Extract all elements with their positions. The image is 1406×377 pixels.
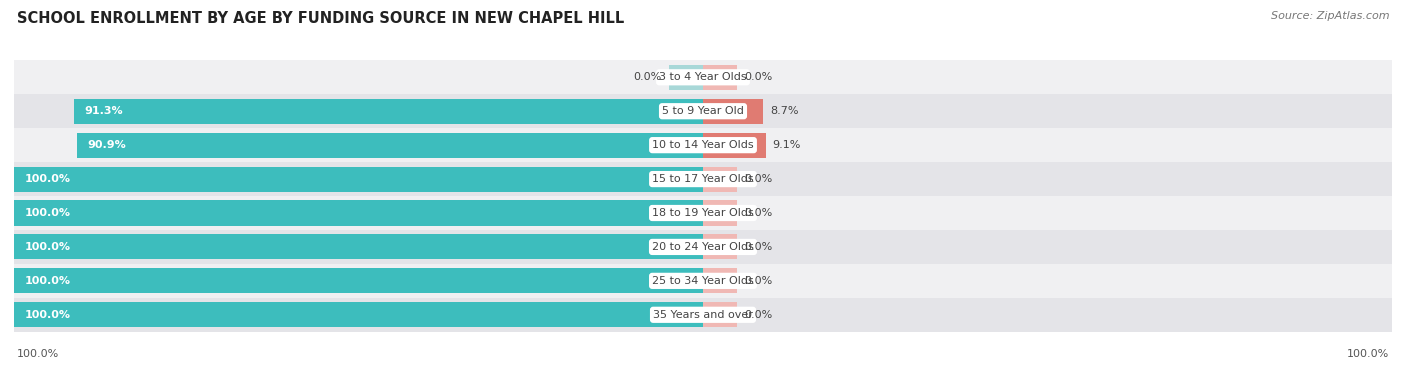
Bar <box>14 196 1392 230</box>
Text: 0.0%: 0.0% <box>744 174 772 184</box>
Bar <box>14 60 1392 94</box>
Bar <box>703 234 738 259</box>
Text: 100.0%: 100.0% <box>1347 349 1389 359</box>
Bar <box>77 133 703 158</box>
Text: 0.0%: 0.0% <box>744 72 772 82</box>
Text: 5 to 9 Year Old: 5 to 9 Year Old <box>662 106 744 116</box>
Text: 20 to 24 Year Olds: 20 to 24 Year Olds <box>652 242 754 252</box>
Text: 100.0%: 100.0% <box>24 208 70 218</box>
Bar <box>14 230 1392 264</box>
Text: 8.7%: 8.7% <box>770 106 799 116</box>
Text: 0.0%: 0.0% <box>744 276 772 286</box>
Text: 100.0%: 100.0% <box>17 349 59 359</box>
Text: 100.0%: 100.0% <box>24 310 70 320</box>
Bar <box>14 298 1392 332</box>
Text: 90.9%: 90.9% <box>87 140 127 150</box>
Bar <box>14 201 703 225</box>
Text: 100.0%: 100.0% <box>24 174 70 184</box>
Text: 18 to 19 Year Olds: 18 to 19 Year Olds <box>652 208 754 218</box>
Text: Source: ZipAtlas.com: Source: ZipAtlas.com <box>1271 11 1389 21</box>
Text: 3 to 4 Year Olds: 3 to 4 Year Olds <box>659 72 747 82</box>
Text: 100.0%: 100.0% <box>24 242 70 252</box>
Bar <box>14 128 1392 162</box>
Bar <box>14 167 703 192</box>
Bar <box>703 201 738 225</box>
Bar <box>14 268 703 293</box>
Bar <box>703 302 738 327</box>
Bar <box>14 162 1392 196</box>
Bar <box>669 65 703 90</box>
Text: SCHOOL ENROLLMENT BY AGE BY FUNDING SOURCE IN NEW CHAPEL HILL: SCHOOL ENROLLMENT BY AGE BY FUNDING SOUR… <box>17 11 624 26</box>
Text: 15 to 17 Year Olds: 15 to 17 Year Olds <box>652 174 754 184</box>
Bar <box>703 99 763 124</box>
Text: 91.3%: 91.3% <box>84 106 122 116</box>
Text: 35 Years and over: 35 Years and over <box>652 310 754 320</box>
Bar <box>703 133 766 158</box>
Bar <box>703 65 738 90</box>
Bar <box>14 264 1392 298</box>
Bar <box>703 268 738 293</box>
Text: 25 to 34 Year Olds: 25 to 34 Year Olds <box>652 276 754 286</box>
Text: 0.0%: 0.0% <box>744 208 772 218</box>
Text: 100.0%: 100.0% <box>24 276 70 286</box>
Bar <box>703 167 738 192</box>
Text: 0.0%: 0.0% <box>744 310 772 320</box>
Text: 0.0%: 0.0% <box>744 242 772 252</box>
Bar <box>75 99 703 124</box>
Bar <box>14 94 1392 128</box>
Bar <box>14 302 703 327</box>
Bar <box>14 234 703 259</box>
Text: 10 to 14 Year Olds: 10 to 14 Year Olds <box>652 140 754 150</box>
Text: 0.0%: 0.0% <box>634 72 662 82</box>
Text: 9.1%: 9.1% <box>772 140 801 150</box>
